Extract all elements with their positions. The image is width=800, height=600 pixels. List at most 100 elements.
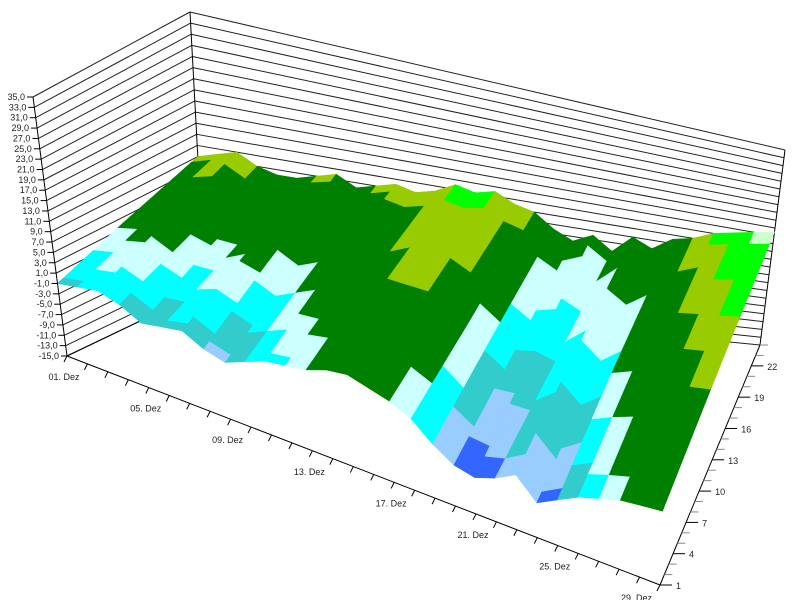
x-axis-tick [308, 450, 313, 457]
x-axis-tick [84, 363, 88, 371]
x-axis-tick [268, 434, 272, 442]
x-axis-tick [390, 482, 395, 489]
z-axis-tick-label: -13,0 [37, 341, 58, 351]
x-axis-tick [615, 568, 620, 576]
back-right-edge [759, 149, 786, 346]
depth-axis-tick-label: 4 [689, 550, 694, 560]
x-axis-tick [452, 505, 456, 513]
z-axis-tick-label: 23,0 [16, 154, 34, 164]
x-axis-tick-label: 13. Dez [294, 467, 326, 477]
x-axis-tick-label: 17. Dez [376, 498, 408, 508]
surface-patch [713, 315, 741, 330]
x-axis-tick [247, 426, 252, 434]
x-axis-tick [411, 490, 416, 497]
x-axis-tick [329, 458, 334, 465]
floor-right-edge [659, 344, 761, 586]
x-axis-tick [595, 561, 600, 568]
depth-axis-tick-label: 19 [754, 393, 764, 403]
z-axis-tick-label: 33,0 [9, 102, 27, 112]
left-wall-gridline [32, 11, 191, 98]
back-wall-gridline [193, 78, 780, 198]
z-axis-tick-label: -1,0 [34, 278, 50, 288]
x-axis-tick-label: 29. Dez [621, 593, 653, 600]
x-axis-tick [636, 576, 640, 584]
back-wall-gridline [192, 55, 782, 182]
x-axis-tick [124, 379, 129, 386]
left-wall-gridline [39, 67, 194, 150]
left-wall-gridline [34, 22, 191, 108]
z-axis-tick-label: 17,0 [20, 185, 38, 195]
back-wall-gridline [196, 133, 775, 237]
z-axis-tick-label: 15,0 [21, 196, 39, 206]
x-axis-tick [554, 545, 559, 552]
x-axis-tick [206, 411, 211, 418]
x-axis-tick [574, 553, 579, 560]
left-wall-gridline [46, 122, 197, 202]
left-wall-gridline [42, 89, 195, 170]
left-wall-gridline [35, 33, 192, 119]
z-axis-tick-label: 27,0 [13, 133, 31, 143]
x-axis-tick-label: 05. Dez [130, 404, 162, 414]
x-axis-tick [533, 537, 538, 544]
x-axis-tick-label: 25. Dez [539, 562, 571, 572]
back-wall-gridline [194, 100, 778, 213]
back-wall-gridline [192, 67, 781, 190]
depth-axis-tick-label: 16 [741, 424, 751, 434]
back-wall-gridline [195, 111, 777, 221]
back-wall-gridline [190, 22, 785, 159]
z-axis-tick-label: 25,0 [14, 144, 32, 154]
x-axis-tick [288, 442, 293, 450]
x-axis-tick-label: 09. Dez [212, 435, 244, 445]
z-axis-tick-label: -11,0 [36, 330, 56, 340]
back-wall-gridline [191, 44, 783, 174]
left-wall-gridline [47, 133, 197, 212]
left-wall-gridline [38, 56, 193, 139]
z-axis-tick-label: 19,0 [18, 175, 36, 185]
surface-patch [723, 291, 751, 306]
back-wall-gridline [191, 33, 784, 167]
left-wall-gridline [50, 156, 199, 233]
depth-axis-tick-label: 22 [767, 362, 777, 372]
z-axis-tick-label: 3,0 [34, 258, 47, 268]
x-axis-tick [513, 529, 518, 536]
left-wall-gridline [49, 144, 198, 222]
depth-axis-tick-label: 7 [702, 518, 707, 528]
z-axis-tick-label: -5,0 [37, 299, 53, 309]
z-axis-tick-label: 1,0 [36, 268, 49, 278]
surface-patch [718, 303, 746, 318]
x-axis-tick [63, 355, 68, 363]
z-axis-tick-label: -3,0 [35, 289, 51, 299]
back-wall-gridline [189, 11, 786, 151]
z-axis-tick-label: -9,0 [39, 320, 55, 330]
z-axis-tick-label: 5,0 [33, 247, 46, 257]
x-axis-tick [492, 521, 497, 529]
surface-patch [708, 327, 736, 342]
x-axis-tick [186, 403, 191, 410]
floor-front-edge [66, 355, 661, 586]
x-axis-tick [370, 474, 375, 481]
back-wall-gridline [194, 89, 779, 206]
z-axis-tick-label: -15,0 [38, 351, 59, 361]
x-axis-tick [431, 497, 436, 505]
x-axis-tick [472, 513, 477, 521]
x-axis-tick [656, 584, 661, 592]
left-wall-gridline [40, 78, 194, 160]
depth-axis-tick-label: 10 [715, 487, 725, 497]
z-axis-tick-label: 31,0 [10, 113, 28, 123]
z-axis-tick-label: -7,0 [38, 310, 54, 320]
left-wall-gridline [36, 44, 193, 129]
x-axis-tick [349, 466, 354, 473]
z-axis-tick-label: 9,0 [30, 227, 43, 237]
z-axis-tick-label: 29,0 [12, 123, 30, 133]
depth-axis-tick-label: 13 [728, 456, 738, 466]
x-axis-tick-label: 01. Dez [48, 372, 80, 382]
x-axis-tick [227, 418, 232, 426]
x-axis-tick-label: 21. Dez [457, 530, 489, 540]
z-axis-tick-label: 21,0 [17, 165, 35, 175]
back-wall-gridline [195, 122, 776, 229]
surface-patch [703, 339, 731, 354]
surface-patch [640, 493, 668, 512]
surface [56, 151, 775, 512]
left-wall-gridline [45, 111, 196, 191]
